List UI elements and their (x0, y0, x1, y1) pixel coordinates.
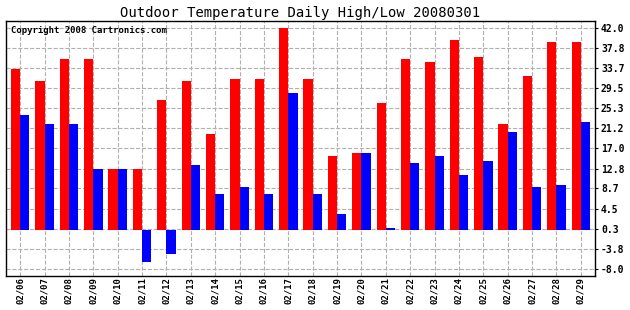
Bar (60, 59, 69, 230)
Bar (312, 194, 322, 230)
Bar (84, 59, 93, 230)
Bar (532, 187, 541, 230)
Bar (328, 156, 337, 230)
Text: Copyright 2008 Cartronics.com: Copyright 2008 Cartronics.com (11, 26, 168, 35)
Bar (556, 184, 566, 230)
Bar (108, 169, 118, 230)
Bar (474, 57, 483, 230)
Bar (508, 131, 517, 230)
Bar (11, 69, 20, 230)
Bar (35, 81, 45, 230)
Bar (450, 40, 459, 230)
Bar (206, 134, 215, 230)
Bar (581, 122, 590, 230)
Bar (523, 76, 532, 230)
Bar (410, 163, 420, 230)
Bar (498, 124, 508, 230)
Bar (304, 78, 312, 230)
Bar (69, 124, 78, 230)
Bar (20, 115, 30, 230)
Bar (279, 28, 289, 230)
Bar (362, 153, 370, 230)
Bar (352, 153, 362, 230)
Bar (547, 42, 556, 230)
Bar (377, 103, 386, 230)
Bar (45, 124, 54, 230)
Bar (255, 78, 264, 230)
Bar (239, 187, 249, 230)
Bar (459, 175, 468, 230)
Bar (181, 81, 191, 230)
Bar (157, 100, 166, 230)
Bar (142, 230, 151, 262)
Bar (483, 161, 493, 230)
Bar (191, 165, 200, 230)
Bar (231, 78, 239, 230)
Bar (337, 214, 346, 230)
Title: Outdoor Temperature Daily High/Low 20080301: Outdoor Temperature Daily High/Low 20080… (120, 6, 481, 20)
Bar (215, 194, 224, 230)
Bar (166, 230, 176, 255)
Bar (435, 156, 444, 230)
Bar (401, 59, 410, 230)
Bar (118, 169, 127, 230)
Bar (425, 62, 435, 230)
Bar (93, 169, 103, 230)
Bar (289, 93, 297, 230)
Bar (386, 228, 395, 230)
Bar (571, 42, 581, 230)
Bar (133, 169, 142, 230)
Bar (264, 194, 273, 230)
